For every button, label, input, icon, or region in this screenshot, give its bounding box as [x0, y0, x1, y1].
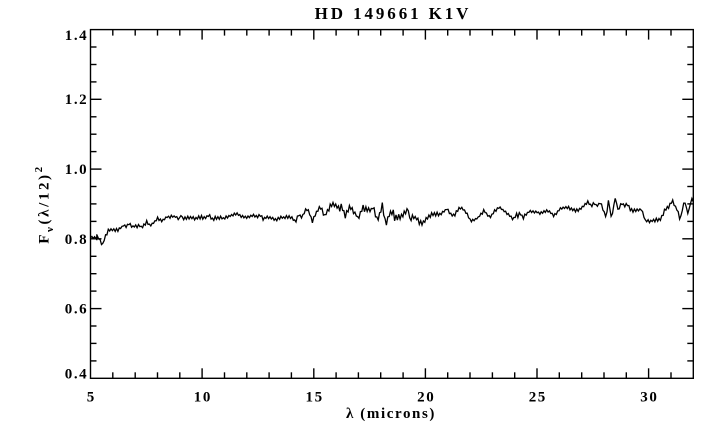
svg-text:10: 10 — [194, 389, 212, 405]
svg-text:30: 30 — [640, 389, 658, 405]
svg-text:1.4: 1.4 — [65, 28, 89, 44]
svg-text:0.8: 0.8 — [65, 232, 89, 248]
svg-text:5: 5 — [87, 389, 96, 405]
svg-text:Fν(λ/12)2: Fν(λ/12)2 — [33, 164, 56, 244]
svg-text:15: 15 — [305, 389, 323, 405]
svg-text:1.0: 1.0 — [65, 162, 89, 178]
svg-text:λ (microns): λ (microns) — [346, 406, 436, 422]
svg-text:0.4: 0.4 — [65, 366, 89, 382]
svg-text:1.2: 1.2 — [65, 92, 89, 108]
svg-text:0.6: 0.6 — [65, 302, 89, 318]
svg-text:20: 20 — [417, 389, 435, 405]
svg-text:HD 149661 K1V: HD 149661 K1V — [315, 4, 472, 23]
svg-text:25: 25 — [529, 389, 547, 405]
